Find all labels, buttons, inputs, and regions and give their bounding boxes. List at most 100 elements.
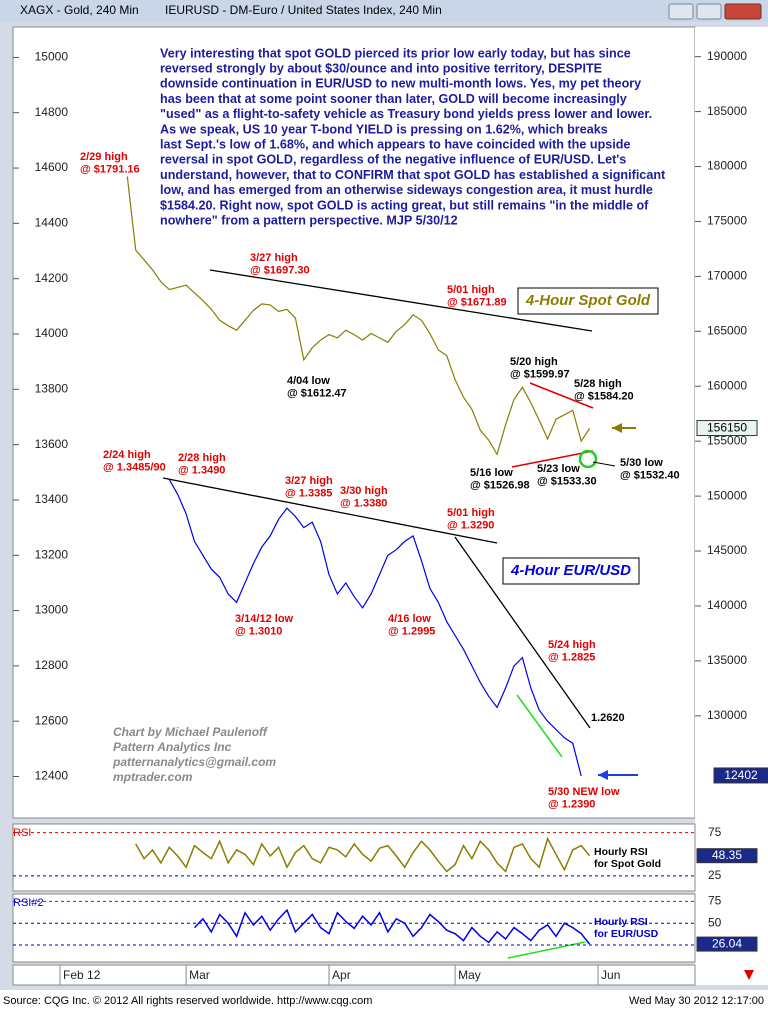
annotation: @ $1671.89 — [447, 296, 507, 308]
last-value-box — [696, 848, 758, 864]
annotation: @ 1.3490 — [178, 464, 225, 476]
y2-tick-label: 160000 — [707, 378, 747, 392]
y2-tick-label: 135000 — [707, 653, 747, 667]
y-tick-label: 75 — [708, 825, 722, 839]
annotation: @ $1533.30 — [537, 475, 597, 487]
y2-tick-label: 145000 — [707, 543, 747, 557]
annotation: 3/27 high — [285, 475, 333, 487]
arrow-head — [612, 423, 622, 433]
last-value-box — [696, 420, 758, 437]
last-value-label: 48.35 — [712, 848, 742, 862]
annotation: 5/23 low — [537, 463, 580, 475]
y2-tick-label: 130000 — [707, 708, 747, 722]
y2-tick-label: 190000 — [707, 49, 747, 63]
trend-line — [209, 269, 593, 332]
title-bar — [0, 0, 768, 22]
commentary-line: last Sept.'s low of 1.68%, and which app… — [160, 138, 630, 152]
x-tick-label: Apr — [332, 968, 351, 982]
y-tick-label: 75 — [708, 894, 722, 908]
annotation: 1.2620 — [591, 712, 625, 724]
legend-label: 4-Hour Spot Gold — [525, 292, 651, 309]
timestamp: Wed May 30 2012 12:17:00 — [629, 995, 764, 1007]
series-line — [168, 479, 582, 777]
annotation: 5/30 low — [620, 457, 663, 469]
annotation: 2/29 high — [80, 151, 128, 163]
last-value-label: 26.04 — [712, 936, 742, 950]
annotation: 4/04 low — [287, 375, 330, 387]
series-line — [193, 908, 591, 945]
y-tick-label: 13000 — [35, 603, 69, 617]
annotation: @ $1584.20 — [574, 390, 634, 402]
last-value-box — [713, 767, 768, 784]
credit-line: Pattern Analytics Inc — [113, 740, 232, 754]
annotation: @ $1532.40 — [620, 469, 680, 481]
y-tick-label: 13800 — [35, 381, 69, 395]
y2-tick-label: 170000 — [707, 269, 747, 283]
annotation: @ 1.3010 — [235, 625, 282, 637]
close-button[interactable] — [724, 3, 762, 20]
trend-line — [454, 536, 591, 729]
y-tick-label: 50 — [708, 915, 722, 929]
commentary-line: understand, however, that to CONFIRM tha… — [160, 168, 666, 182]
last-value-label: 12402 — [724, 768, 758, 782]
rsi-panel — [12, 823, 696, 892]
arrow-head — [598, 770, 608, 780]
legend-box — [517, 287, 659, 315]
x-tick-label: Jun — [601, 968, 620, 982]
commentary-line: downside continuation in EUR/USD to new … — [160, 77, 641, 91]
annotation: 3/14/12 low — [235, 613, 294, 625]
series-line — [126, 176, 591, 456]
y-tick-label: 13600 — [35, 437, 69, 451]
annotation: 5/20 high — [510, 356, 558, 368]
annotation: 5/16 low — [470, 467, 513, 479]
y-tick-label: 25 — [708, 868, 722, 882]
annotation: 5/28 high — [574, 378, 622, 390]
annotation: @ 1.2390 — [548, 798, 595, 810]
annotation: @ 1.3485/90 — [103, 461, 166, 473]
commentary-line: "used" as a flight-to-safety vehicle as … — [160, 107, 652, 121]
annotation: @ 1.2995 — [388, 625, 435, 637]
highlight-circle — [578, 449, 598, 469]
commentary-line: Very interesting that spot GOLD pierced … — [160, 46, 631, 60]
annotation: @ 1.3385 — [285, 487, 332, 499]
panel-title: RSI — [13, 827, 31, 839]
commentary-line: As we speak, US 10 year T-bond YIELD is … — [160, 122, 608, 136]
annotation: 3/30 high — [340, 485, 388, 497]
y-tick-label: 14200 — [35, 271, 69, 285]
annotation: @ 1.3380 — [340, 497, 387, 509]
commentary-line: has been that at some point sooner than … — [160, 92, 627, 106]
annotation: @ 1.2825 — [548, 651, 595, 663]
time-axis — [12, 964, 696, 986]
y-tick-label: 14600 — [35, 160, 69, 174]
credit-line: patternanalytics@gmail.com — [112, 755, 276, 769]
minimize-button[interactable] — [668, 3, 694, 20]
x-tick-label: Feb 12 — [63, 968, 101, 982]
x-tick-label: Mar — [189, 968, 210, 982]
trend-line — [162, 477, 498, 544]
y-tick-label: 14800 — [35, 105, 69, 119]
y2-tick-label: 165000 — [707, 323, 747, 337]
trend-line — [516, 694, 563, 758]
panel-legend: Hourly RSI — [594, 846, 648, 858]
y-tick-label: 12600 — [35, 713, 69, 727]
trend-line — [529, 382, 594, 409]
annotation: @ $1791.16 — [80, 163, 140, 175]
y2-tick-label: 180000 — [707, 159, 747, 173]
maximize-button[interactable] — [696, 3, 722, 20]
commentary-line: reversal in spot GOLD, regardless of the… — [160, 153, 626, 167]
scroll-marker[interactable] — [744, 970, 754, 980]
y-tick-label: 14000 — [35, 326, 69, 340]
y2-tick-label: 175000 — [707, 214, 747, 228]
annotation: 3/27 high — [250, 252, 298, 264]
y-tick-label: 12800 — [35, 658, 69, 672]
x-tick-label: May — [458, 968, 481, 982]
last-value-box — [696, 936, 758, 952]
commentary-line: reversed strongly by about $30/ounce and… — [160, 62, 602, 76]
y-tick-label: 12400 — [35, 769, 69, 783]
trend-line — [511, 450, 594, 468]
annotation: @ 1.3290 — [447, 519, 494, 531]
y2-tick-label: 155000 — [707, 433, 747, 447]
left-symbol: XAGX - Gold, 240 Min — [20, 3, 139, 17]
